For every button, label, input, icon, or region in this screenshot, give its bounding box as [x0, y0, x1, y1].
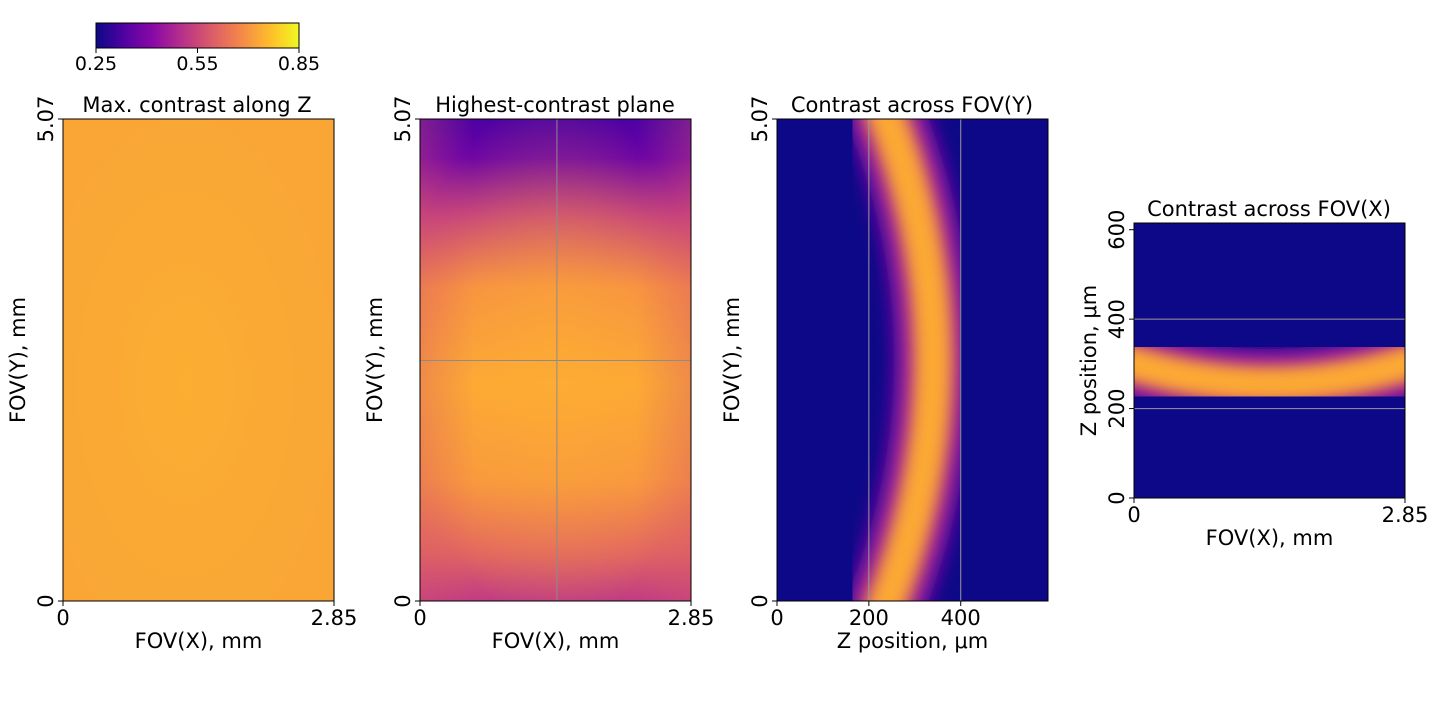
y-tick-label: 200 — [1105, 389, 1129, 429]
y-axis-label: FOV(Y), mm — [6, 297, 30, 423]
panel-contrast-fov-y: Contrast across FOV(Y) 0 200 400 0 5.07 Z pos… — [720, 93, 1049, 653]
panel-4-band-core — [1134, 356, 1405, 392]
panel-4-reference-lines — [1134, 318, 1405, 410]
x-tick-label: 400 — [941, 606, 981, 630]
y-axis-label: Z position, μm — [1077, 285, 1101, 436]
x-tick-label: 0 — [56, 606, 69, 630]
colorbar-tick-label: 0.25 — [75, 53, 117, 75]
panel-3-frame — [776, 118, 1049, 602]
y-axis-label: FOV(Y), mm — [720, 297, 744, 423]
panel-3-title: Contrast across FOV(Y) — [791, 93, 1033, 117]
panel-highest-contrast-plane: Highest-contrast plane 0 2.85 0 5.07 FOV(X),… — [363, 93, 714, 653]
y-tick-label: 0 — [34, 594, 58, 607]
panel-3-axes: 0 200 400 0 5.07 Z position, μm FOV(Y), mm — [720, 96, 988, 653]
panel-2-axes: 0 2.85 0 5.07 FOV(X), mm FOV(Y), mm — [363, 96, 714, 653]
colorbar-ticks: 0.25 0.55 0.85 — [75, 48, 320, 75]
panel-3-reference-lines — [868, 119, 962, 601]
panel-1-highlight — [63, 119, 334, 601]
panel-2-frame — [419, 118, 692, 602]
y-tick-label: 5.07 — [748, 96, 772, 143]
y-tick-label: 600 — [1105, 210, 1129, 250]
y-tick-label: 5.07 — [391, 96, 415, 143]
x-tick-label: 0 — [770, 606, 783, 630]
panel-4-axes: 0 2.85 0 200 400 600 FOV(X), mm Z position, μm — [1077, 210, 1428, 550]
x-tick-label: 0 — [1127, 503, 1140, 527]
panel-4-title: Contrast across FOV(X) — [1147, 197, 1391, 221]
y-tick-label: 0 — [1105, 491, 1129, 504]
panel-1-title: Max. contrast along Z — [82, 93, 311, 117]
x-tick-label: 0 — [413, 606, 426, 630]
y-tick-label: 0 — [748, 594, 772, 607]
x-tick-label: 2.85 — [1382, 503, 1429, 527]
x-tick-label: 2.85 — [311, 606, 358, 630]
colorbar-tick-label: 0.55 — [176, 53, 218, 75]
panel-4-frame — [1133, 222, 1406, 499]
y-tick-label: 0 — [391, 594, 415, 607]
x-tick-label: 2.85 — [668, 606, 715, 630]
y-tick-label: 5.07 — [34, 96, 58, 143]
colorbar-gradient — [95, 22, 300, 49]
x-tick-label: 200 — [849, 606, 889, 630]
x-axis-label: Z position, μm — [837, 629, 988, 653]
panel-1-axes: 0 2.85 0 5.07 FOV(X), mm FOV(Y), mm — [6, 96, 357, 653]
x-axis-label: FOV(X), mm — [492, 629, 620, 653]
panel-max-contrast: Max. contrast along Z 0 2.85 0 5.07 FOV(X), … — [6, 93, 357, 653]
x-axis-label: FOV(X), mm — [1206, 526, 1334, 550]
y-tick-label: 400 — [1105, 299, 1129, 339]
panel-3-band-core — [878, 119, 942, 601]
panel-contrast-fov-x: Contrast across FOV(X) 0 2.85 0 200 400 600 FO… — [1077, 197, 1428, 550]
colorbar-tick-label: 0.85 — [278, 53, 320, 75]
x-axis-label: FOV(X), mm — [135, 629, 263, 653]
colorbar: 0.25 0.55 0.85 — [75, 22, 320, 75]
y-axis-label: FOV(Y), mm — [363, 297, 387, 423]
panel-1-frame — [62, 118, 335, 602]
panel-2-title: Highest-contrast plane — [435, 93, 675, 117]
